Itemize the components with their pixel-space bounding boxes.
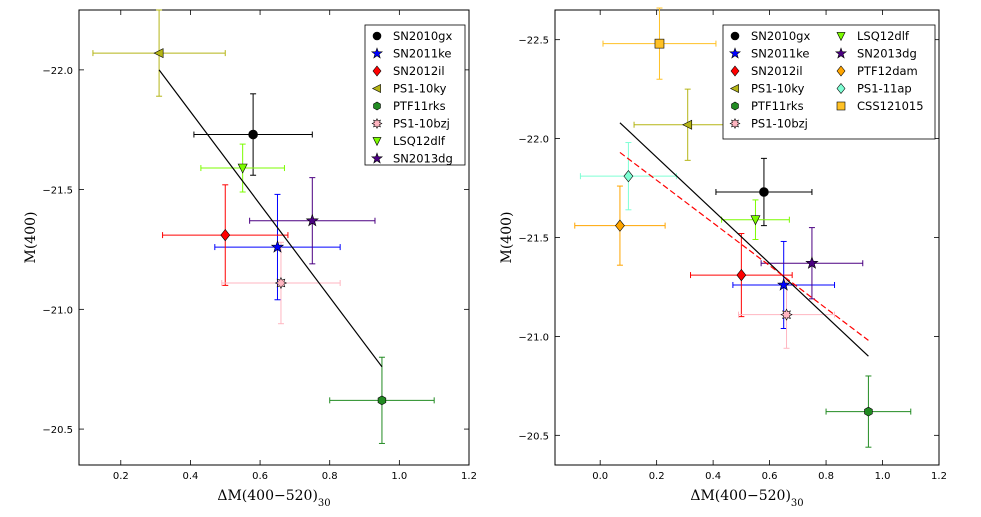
legend-marker-sn2011ke (729, 47, 741, 59)
x-tick-label: 1.0 (875, 471, 891, 482)
legend-marker-ptf11rks (731, 101, 739, 111)
x-tick-label: 0.0 (592, 471, 608, 482)
y-tick-label: −21.5 (42, 186, 73, 197)
x-tick-label: 1.0 (391, 471, 407, 482)
y-tick-label: −21.5 (518, 234, 549, 245)
legend-label: SN2012il (751, 64, 803, 78)
data-point-ps1-11ap (623, 170, 634, 183)
y-axis-label: M(400) (23, 212, 39, 264)
data-point-sn2012il (220, 229, 231, 242)
legend-label: PS1-11ap (857, 82, 912, 96)
y-tick-label: −21.0 (42, 305, 73, 316)
data-point-ptf11rks (377, 395, 387, 406)
data-point-ps1-10ky (682, 119, 693, 130)
x-axis-label: ΔM(400−520)30 (690, 488, 803, 509)
legend-marker-ptf11rks (373, 101, 381, 111)
legend-label: PTF11rks (751, 99, 804, 113)
data-point-lsq12dlf (237, 163, 248, 174)
data-point-ps1-10bzj (780, 308, 793, 321)
x-tick-label: 0.6 (762, 471, 778, 482)
legend-marker-sn2011ke (371, 47, 383, 59)
x-tick-label: 0.8 (818, 471, 834, 482)
data-point-lsq12dlf (750, 215, 761, 226)
legend-marker-sn2013dg (371, 152, 383, 164)
legend-marker-ps1-10bzj (729, 118, 741, 129)
legend-label: SN2010gx (393, 29, 452, 43)
legend-marker-ps1-11ap (836, 83, 846, 94)
data-point-sn2012il (736, 268, 747, 282)
legend-label: PS1-10bzj (393, 117, 450, 131)
legend-frame (722, 24, 936, 140)
x-tick-label: 0.4 (705, 471, 721, 482)
legend-label: LSQ12dlf (393, 134, 446, 148)
legend-marker-sn2012il (730, 65, 740, 77)
x-tick-label: 0.8 (322, 471, 338, 482)
legend-label: SN2013dg (857, 47, 917, 61)
legend-label: PS1-10ky (393, 82, 447, 96)
legend-marker-ps1-10ky (371, 84, 381, 93)
x-tick-label: 1.2 (461, 471, 477, 482)
data-point-ps1-10ky (153, 48, 164, 59)
x-tick-label: 0.2 (113, 471, 129, 482)
data-point-sn2013dg (305, 213, 319, 227)
legend-marker-lsq12dlf (836, 32, 846, 42)
legend-label: SN2011ke (751, 47, 810, 61)
legend-label: SN2010gx (751, 29, 810, 43)
data-point-css121015 (654, 38, 665, 49)
fit-line-fit-solid (619, 122, 869, 357)
legend-marker-ps1-10bzj (371, 118, 383, 129)
fit-line-fit (158, 69, 383, 368)
x-tick-label: 0.4 (182, 471, 198, 482)
fit-line-fit-dashed (619, 151, 869, 341)
legend-label: SN2011ke (393, 47, 452, 61)
legend-marker-css121015 (836, 101, 846, 111)
chart-panel-2: 0.0 0.2 0.4 0.6 0.8 1.0 1.2 −22.5 −22.0 −21.5 −21.… (499, 7, 947, 509)
legend-marker-ptf12dam (836, 65, 846, 77)
legend-marker-lsq12dlf (372, 137, 382, 147)
legend-label: PS1-10ky (751, 82, 805, 96)
legend-marker-sn2010gx (730, 31, 740, 41)
legend: SN2010gx SN2011ke SN2012il PS1-10ky PTF11rks… (722, 24, 936, 140)
legend-label: PTF12dam (857, 64, 918, 78)
y-tick-label: −21.0 (518, 332, 549, 343)
legend-marker-sn2012il (372, 65, 382, 77)
chart-panel-1: 0.2 0.4 0.6 0.8 1.0 1.2 −22.0 −21.5 −21.0 −20.5 ΔM… (23, 9, 477, 509)
y-tick-label: −22.0 (518, 135, 549, 146)
y-tick-label: −22.5 (518, 36, 549, 47)
y-tick-label: −20.5 (42, 425, 73, 436)
x-tick-label: 1.2 (931, 471, 947, 482)
y-tick-label: −22.0 (42, 66, 73, 77)
data-point-ptf11rks (864, 406, 873, 417)
legend-frame (364, 24, 466, 166)
legend-label: PTF11rks (393, 99, 446, 113)
data-point-ptf12dam (615, 219, 625, 232)
data-point-sn2011ke (270, 240, 285, 253)
x-axis-label: ΔM(400−520)30 (217, 488, 330, 509)
x-tick-label: 0.6 (252, 471, 268, 482)
data-point-ps1-10bzj (274, 276, 288, 290)
legend-marker-ps1-10ky (729, 84, 739, 93)
y-tick-label: −20.5 (518, 431, 549, 442)
legend: SN2010gx SN2011ke SN2012il PS1-10ky PTF11rks… (364, 24, 466, 166)
legend-marker-sn2013dg (835, 47, 847, 59)
x-tick-label: 0.2 (649, 471, 665, 482)
data-point-sn2013dg (805, 256, 819, 269)
data-point-sn2010gx (248, 129, 258, 140)
legend-label: SN2013dg (393, 152, 453, 166)
data-point-sn2010gx (759, 187, 769, 197)
legend-label: CSS121015 (857, 99, 924, 113)
legend-label: PS1-10bzj (751, 117, 808, 131)
data-point-sn2011ke (777, 278, 791, 291)
legend-marker-sn2010gx (372, 31, 382, 41)
legend-label: LSQ12dlf (857, 29, 910, 43)
y-axis-label: M(400) (499, 212, 515, 264)
legend-label: SN2012il (393, 64, 445, 78)
